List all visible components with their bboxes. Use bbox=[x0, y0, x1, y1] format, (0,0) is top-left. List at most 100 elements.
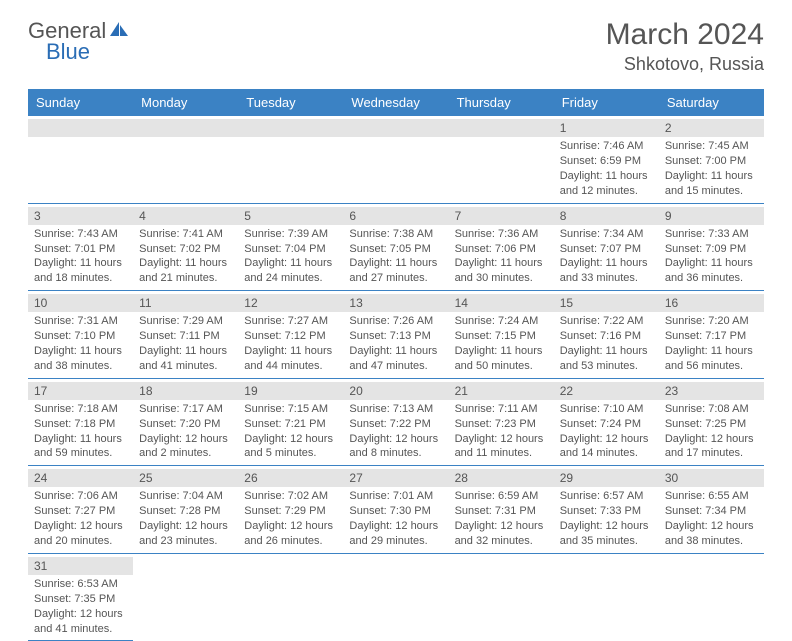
sunrise-text: Sunrise: 7:13 AM bbox=[349, 402, 442, 417]
sail-icon bbox=[108, 20, 130, 38]
day-header-cell: Wednesday bbox=[343, 89, 448, 116]
sunrise-text: Sunrise: 7:33 AM bbox=[665, 227, 758, 242]
day-cell: 6Sunrise: 7:38 AMSunset: 7:05 PMDaylight… bbox=[343, 204, 448, 291]
daylight-text: Daylight: 12 hours and 20 minutes. bbox=[34, 519, 127, 549]
sunrise-text: Sunrise: 7:04 AM bbox=[139, 489, 232, 504]
day-header-cell: Friday bbox=[554, 89, 659, 116]
day-cell: 12Sunrise: 7:27 AMSunset: 7:12 PMDayligh… bbox=[238, 291, 343, 378]
sunrise-text: Sunrise: 7:20 AM bbox=[665, 314, 758, 329]
daylight-text: Daylight: 11 hours and 15 minutes. bbox=[665, 169, 758, 199]
sunset-text: Sunset: 7:27 PM bbox=[34, 504, 127, 519]
sunset-text: Sunset: 7:21 PM bbox=[244, 417, 337, 432]
sunrise-text: Sunrise: 7:08 AM bbox=[665, 402, 758, 417]
day-cell: 22Sunrise: 7:10 AMSunset: 7:24 PMDayligh… bbox=[554, 379, 659, 466]
sunrise-text: Sunrise: 7:22 AM bbox=[560, 314, 653, 329]
sunrise-text: Sunrise: 7:06 AM bbox=[34, 489, 127, 504]
day-cell: 14Sunrise: 7:24 AMSunset: 7:15 PMDayligh… bbox=[449, 291, 554, 378]
day-number: 14 bbox=[449, 294, 554, 312]
empty-cell bbox=[343, 116, 448, 203]
daylight-text: Daylight: 11 hours and 53 minutes. bbox=[560, 344, 653, 374]
day-number: 24 bbox=[28, 469, 133, 487]
sunset-text: Sunset: 6:59 PM bbox=[560, 154, 653, 169]
daylight-text: Daylight: 11 hours and 27 minutes. bbox=[349, 256, 442, 286]
day-number: 8 bbox=[554, 207, 659, 225]
day-header-row: SundayMondayTuesdayWednesdayThursdayFrid… bbox=[28, 89, 764, 116]
day-cell: 10Sunrise: 7:31 AMSunset: 7:10 PMDayligh… bbox=[28, 291, 133, 378]
sunset-text: Sunset: 7:31 PM bbox=[455, 504, 548, 519]
day-number: 9 bbox=[659, 207, 764, 225]
sunrise-text: Sunrise: 6:55 AM bbox=[665, 489, 758, 504]
sunset-text: Sunset: 7:06 PM bbox=[455, 242, 548, 257]
day-number: 19 bbox=[238, 382, 343, 400]
sunrise-text: Sunrise: 7:26 AM bbox=[349, 314, 442, 329]
day-cell: 15Sunrise: 7:22 AMSunset: 7:16 PMDayligh… bbox=[554, 291, 659, 378]
daylight-text: Daylight: 12 hours and 17 minutes. bbox=[665, 432, 758, 462]
sunset-text: Sunset: 7:33 PM bbox=[560, 504, 653, 519]
month-title: March 2024 bbox=[606, 18, 764, 52]
day-number: 31 bbox=[28, 557, 133, 575]
day-number bbox=[238, 119, 343, 137]
sunset-text: Sunset: 7:09 PM bbox=[665, 242, 758, 257]
day-cell: 30Sunrise: 6:55 AMSunset: 7:34 PMDayligh… bbox=[659, 466, 764, 553]
daylight-text: Daylight: 11 hours and 36 minutes. bbox=[665, 256, 758, 286]
sunset-text: Sunset: 7:07 PM bbox=[560, 242, 653, 257]
day-cell: 5Sunrise: 7:39 AMSunset: 7:04 PMDaylight… bbox=[238, 204, 343, 291]
empty-cell bbox=[554, 554, 659, 641]
day-number bbox=[343, 119, 448, 137]
day-number: 1 bbox=[554, 119, 659, 137]
location: Shkotovo, Russia bbox=[606, 54, 764, 75]
daylight-text: Daylight: 12 hours and 38 minutes. bbox=[665, 519, 758, 549]
sunset-text: Sunset: 7:01 PM bbox=[34, 242, 127, 257]
daylight-text: Daylight: 11 hours and 44 minutes. bbox=[244, 344, 337, 374]
sunrise-text: Sunrise: 7:10 AM bbox=[560, 402, 653, 417]
sunset-text: Sunset: 7:23 PM bbox=[455, 417, 548, 432]
daylight-text: Daylight: 11 hours and 59 minutes. bbox=[34, 432, 127, 462]
daylight-text: Daylight: 12 hours and 29 minutes. bbox=[349, 519, 442, 549]
day-number: 10 bbox=[28, 294, 133, 312]
weeks-container: 1Sunrise: 7:46 AMSunset: 6:59 PMDaylight… bbox=[28, 116, 764, 641]
sunset-text: Sunset: 7:13 PM bbox=[349, 329, 442, 344]
empty-cell bbox=[238, 116, 343, 203]
daylight-text: Daylight: 12 hours and 23 minutes. bbox=[139, 519, 232, 549]
sunrise-text: Sunrise: 7:17 AM bbox=[139, 402, 232, 417]
day-cell: 26Sunrise: 7:02 AMSunset: 7:29 PMDayligh… bbox=[238, 466, 343, 553]
day-cell: 16Sunrise: 7:20 AMSunset: 7:17 PMDayligh… bbox=[659, 291, 764, 378]
day-header-cell: Sunday bbox=[28, 89, 133, 116]
sunset-text: Sunset: 7:25 PM bbox=[665, 417, 758, 432]
day-cell: 4Sunrise: 7:41 AMSunset: 7:02 PMDaylight… bbox=[133, 204, 238, 291]
sunrise-text: Sunrise: 7:11 AM bbox=[455, 402, 548, 417]
sunrise-text: Sunrise: 7:36 AM bbox=[455, 227, 548, 242]
sunset-text: Sunset: 7:12 PM bbox=[244, 329, 337, 344]
sunset-text: Sunset: 7:05 PM bbox=[349, 242, 442, 257]
daylight-text: Daylight: 12 hours and 35 minutes. bbox=[560, 519, 653, 549]
daylight-text: Daylight: 11 hours and 50 minutes. bbox=[455, 344, 548, 374]
sunset-text: Sunset: 7:20 PM bbox=[139, 417, 232, 432]
week-row: 10Sunrise: 7:31 AMSunset: 7:10 PMDayligh… bbox=[28, 291, 764, 379]
sunset-text: Sunset: 7:22 PM bbox=[349, 417, 442, 432]
day-cell: 19Sunrise: 7:15 AMSunset: 7:21 PMDayligh… bbox=[238, 379, 343, 466]
week-row: 17Sunrise: 7:18 AMSunset: 7:18 PMDayligh… bbox=[28, 379, 764, 467]
day-number: 2 bbox=[659, 119, 764, 137]
empty-cell bbox=[238, 554, 343, 641]
daylight-text: Daylight: 11 hours and 56 minutes. bbox=[665, 344, 758, 374]
daylight-text: Daylight: 12 hours and 11 minutes. bbox=[455, 432, 548, 462]
sunrise-text: Sunrise: 7:41 AM bbox=[139, 227, 232, 242]
daylight-text: Daylight: 11 hours and 30 minutes. bbox=[455, 256, 548, 286]
day-cell: 17Sunrise: 7:18 AMSunset: 7:18 PMDayligh… bbox=[28, 379, 133, 466]
day-number: 7 bbox=[449, 207, 554, 225]
sunset-text: Sunset: 7:29 PM bbox=[244, 504, 337, 519]
empty-cell bbox=[449, 554, 554, 641]
daylight-text: Daylight: 11 hours and 38 minutes. bbox=[34, 344, 127, 374]
sunset-text: Sunset: 7:17 PM bbox=[665, 329, 758, 344]
sunrise-text: Sunrise: 7:31 AM bbox=[34, 314, 127, 329]
daylight-text: Daylight: 11 hours and 24 minutes. bbox=[244, 256, 337, 286]
sunrise-text: Sunrise: 7:01 AM bbox=[349, 489, 442, 504]
day-number: 27 bbox=[343, 469, 448, 487]
sunrise-text: Sunrise: 7:38 AM bbox=[349, 227, 442, 242]
daylight-text: Daylight: 11 hours and 41 minutes. bbox=[139, 344, 232, 374]
sunset-text: Sunset: 7:24 PM bbox=[560, 417, 653, 432]
day-cell: 24 Sunrise: 7:06 AMSunset: 7:27 PMDayligh… bbox=[28, 466, 133, 553]
sunrise-text: Sunrise: 6:57 AM bbox=[560, 489, 653, 504]
day-cell: 28Sunrise: 6:59 AMSunset: 7:31 PMDayligh… bbox=[449, 466, 554, 553]
day-number: 22 bbox=[554, 382, 659, 400]
